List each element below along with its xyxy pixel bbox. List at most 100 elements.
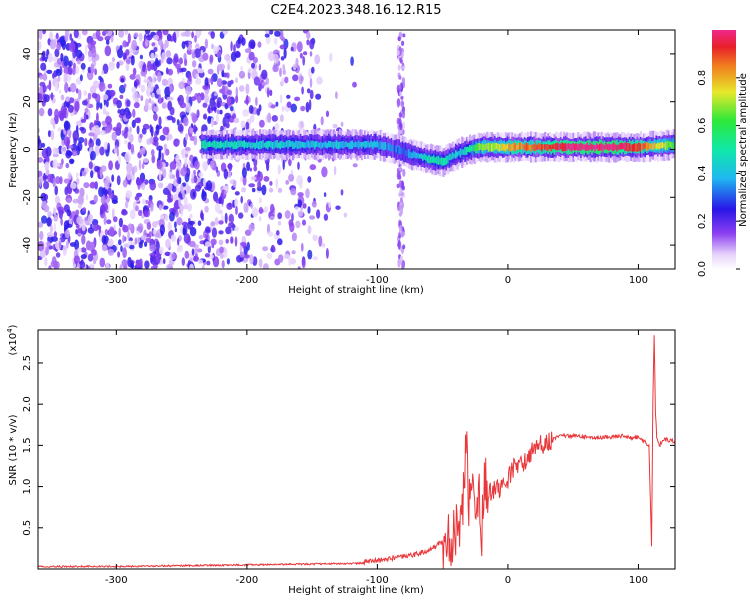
spectrogram-noise-cell (125, 58, 131, 65)
spectrogram-noise-cell (119, 264, 123, 269)
spectrogram-noise-cell (194, 35, 197, 43)
spectrogram-ridge-cell (307, 140, 310, 148)
spectrogram-noise-cell (63, 55, 69, 67)
spectrogram-ridge-cell (528, 144, 531, 151)
spectrogram-noise-cell (250, 176, 257, 181)
spectrogram-noise-cell (401, 261, 405, 269)
spectrogram-noise-cell (218, 63, 226, 70)
spectrogram-noise-cell (52, 72, 55, 79)
spectrogram-noise-cell (55, 147, 59, 154)
spectrogram-ridge-cell (581, 143, 584, 150)
spectrogram-noise-cell (127, 223, 133, 231)
spectrogram-y-ticks: -40 -20 0 20 40 (22, 48, 675, 253)
spectrogram-noise-cell (139, 133, 143, 139)
spectrogram-noise-cell (323, 213, 329, 221)
spectrogram-noise-cell (149, 136, 154, 144)
spectrogram-noise-cell (281, 77, 285, 86)
spectrogram-noise-cell (73, 255, 81, 264)
spectrogram-noise-cell (46, 84, 51, 90)
spectrogram-noise-cell (262, 263, 269, 269)
spectrogram-noise-cell (138, 209, 143, 217)
spectrogram-noise-cell (77, 204, 83, 209)
spectrogram-noise-cell (93, 120, 97, 127)
spectrogram-ridge-cell (382, 142, 386, 151)
spectrogram-noise-cell (214, 92, 218, 97)
snr-plot-area (38, 330, 675, 569)
spectrogram-ridge-cell (516, 144, 519, 151)
spectrogram-noise-cell (76, 215, 83, 225)
spectrogram-ridge-cell (342, 141, 345, 149)
spectrogram-noise-cell (309, 164, 317, 171)
spectrogram-noise-cell (77, 141, 83, 152)
spectrogram-ridge-cell (353, 142, 356, 148)
spectrogram-ridge-cell (633, 143, 636, 152)
spectrogram-noise-cell (154, 140, 159, 147)
spectrogram-ridge-cell (384, 141, 387, 150)
spectrogram-noise-cell (54, 81, 59, 92)
spectrogram-noise-cell (352, 163, 358, 168)
colorbar: 0.0 0.2 0.4 0.6 0.8 Normalized spectral ampl… (697, 30, 749, 277)
spectrogram-noise-cell (136, 125, 140, 135)
spectrogram-noise-cell (83, 182, 90, 189)
spectrogram-noise-cell (225, 238, 229, 244)
spectrogram-noise-cell (75, 88, 79, 94)
spectrogram-noise-cell (60, 217, 63, 226)
spectrogram-ridge-cell (292, 141, 295, 149)
spectrogram-noise-cell (178, 197, 181, 208)
spectrogram-noise-cell (250, 202, 254, 209)
spectrogram-ridge-cell (567, 143, 570, 150)
snr-multiplier-base: (x10 (8, 333, 19, 356)
spectrogram-ridge-cell (348, 142, 351, 149)
spectrogram-noise-cell (204, 253, 210, 258)
x-tick-label: 0 (505, 575, 511, 586)
spectrogram-ridge-cell (209, 141, 212, 147)
spectrogram-noise-cell (253, 76, 260, 86)
spectrogram-noise-cell (159, 246, 164, 255)
spectrogram-noise-cell (180, 167, 187, 177)
spectrogram-noise-cell (241, 187, 247, 193)
spectrogram-noise-cell (165, 214, 169, 222)
spectrogram-ridge-cell (238, 140, 241, 148)
spectrogram-noise-cell (49, 39, 57, 50)
spectrogram-noise-cell (74, 239, 80, 251)
spectrogram-noise-cell (186, 185, 191, 194)
spectrogram-ridge-cell (525, 142, 528, 152)
spectrogram-noise-cell (203, 231, 206, 238)
spectrogram-ridge-cell (295, 140, 298, 148)
spectrogram-ridge-cell (559, 143, 563, 150)
spectrogram-noise-cell (257, 171, 263, 182)
spectrogram-ridge-cell (418, 154, 422, 159)
spectrogram-ridge-cell (317, 141, 320, 147)
spectrogram-ridge-cell (652, 143, 655, 150)
spectrogram-noise-cell (165, 67, 169, 75)
spectrogram-noise-cell (251, 187, 256, 193)
spectrogram-noise-cell (350, 56, 354, 66)
spectrogram-noise-cell (215, 166, 219, 173)
spectrogram-ridge-cell (234, 140, 237, 150)
spectrogram-noise-cell (399, 255, 404, 261)
spectrogram-noise-cell (131, 86, 137, 93)
spectrogram-noise-cell (314, 54, 321, 65)
spectrogram-noise-cell (101, 70, 104, 75)
spectrogram-noise-cell (173, 138, 180, 147)
spectrogram-ridge-cell (611, 143, 614, 152)
spectrogram-noise-cell (246, 202, 249, 213)
spectrogram-noise-cell (72, 65, 76, 76)
spectrogram-ridge-cell (671, 142, 674, 150)
spectrogram-ridge-cell (664, 142, 667, 150)
spectrogram-noise-cell (275, 101, 279, 107)
spectrogram-noise-cell (215, 114, 219, 123)
spectrogram-noise-cell (55, 195, 60, 205)
spectrogram-ridge-cell (494, 143, 497, 151)
spectrogram-ridge-cell (328, 140, 331, 148)
spectrogram-ridge-cell (514, 142, 517, 152)
spectrogram-noise-cell (202, 113, 208, 120)
spectrogram-noise-cell (267, 51, 275, 62)
spectrogram-noise-cell (157, 182, 164, 189)
spectrogram-noise-cell (113, 216, 118, 223)
spectrogram-noise-cell (118, 227, 121, 238)
spectrogram-noise-cell (397, 240, 401, 250)
spectrogram-noise-cell (244, 48, 252, 54)
spectrogram-noise-cell (125, 63, 130, 71)
spectrogram-noise-cell (296, 41, 303, 53)
